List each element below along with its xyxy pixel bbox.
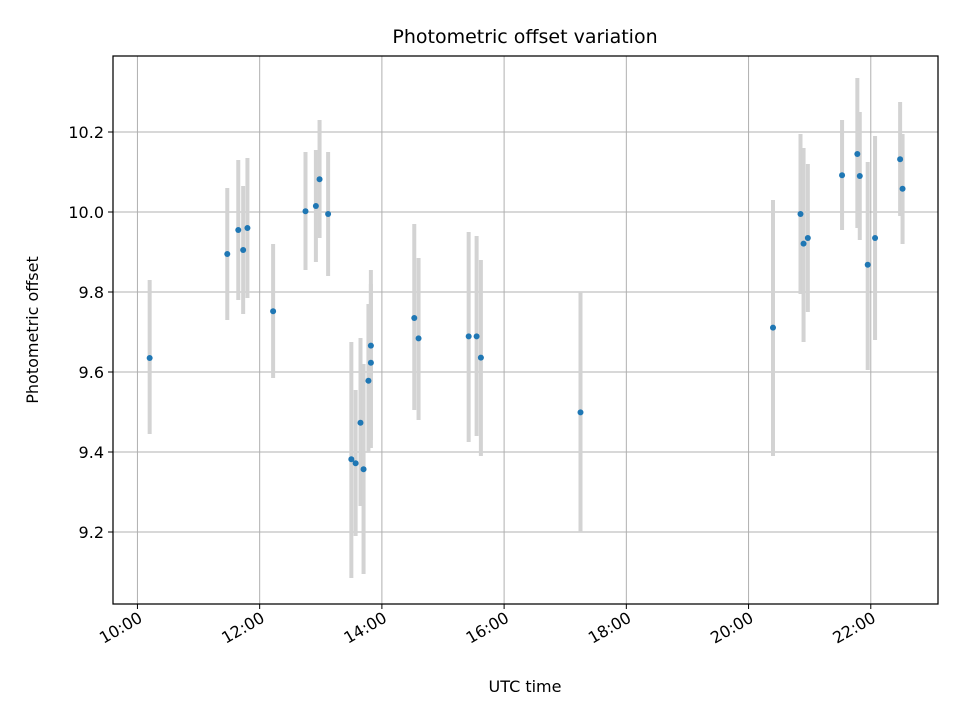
plot-frame [112, 55, 939, 605]
data-point [899, 185, 906, 192]
y-tick-label: 10.0 [68, 203, 104, 222]
y-axis: 9.2 9.4 9.6 9.8 10.0 10.2 [68, 123, 113, 542]
data-point [352, 460, 359, 467]
data-point [577, 409, 584, 416]
data-point [872, 235, 879, 241]
data-point [325, 211, 332, 217]
data-point [367, 342, 374, 349]
data-point [465, 333, 472, 340]
y-tick-label: 10.2 [68, 123, 104, 142]
data-point [770, 324, 776, 331]
data-point [365, 377, 372, 384]
data-point [415, 335, 422, 342]
data-point [367, 359, 374, 366]
y-tick-label: 9.4 [79, 443, 104, 462]
x-axis-label: UTC time [489, 677, 562, 696]
chart-title: Photometric offset variation [392, 26, 657, 48]
y-tick-label: 9.2 [79, 523, 104, 542]
data-point [797, 211, 804, 217]
y-axis-label: Photometric offset [23, 256, 42, 404]
data-point [316, 176, 323, 183]
y-tick-label: 9.6 [79, 363, 104, 382]
data-point [839, 172, 846, 179]
data-point [804, 235, 811, 241]
data-point [360, 466, 367, 473]
data-point [800, 240, 807, 247]
data-point [146, 355, 153, 361]
data-point [312, 203, 319, 209]
data-point [270, 308, 277, 315]
data-point [477, 354, 484, 361]
data-point [240, 247, 247, 253]
data-point [348, 456, 355, 463]
data-point [302, 208, 309, 215]
data-point [235, 227, 242, 233]
data-point [473, 333, 480, 340]
data-point [854, 151, 861, 157]
data-point [224, 251, 231, 257]
data-point [897, 156, 904, 163]
data-points [146, 151, 906, 473]
data-point [856, 173, 863, 179]
data-point [864, 261, 871, 268]
data-point [244, 225, 251, 231]
data-point [357, 419, 364, 426]
y-tick-label: 9.8 [79, 283, 104, 302]
data-point [411, 315, 418, 321]
